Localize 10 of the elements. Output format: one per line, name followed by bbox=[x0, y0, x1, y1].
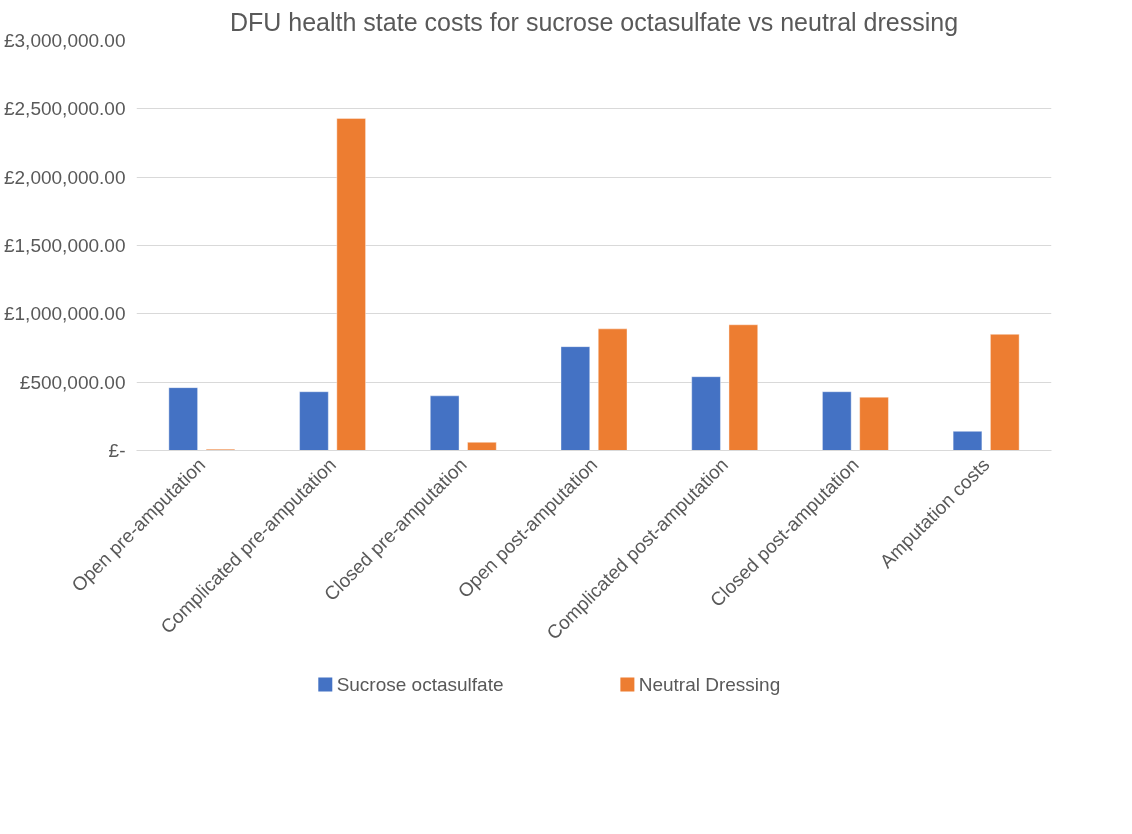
y-tick-label: £500,000.00 bbox=[19, 371, 126, 393]
y-tick-label: £1,500,000.00 bbox=[3, 235, 126, 256]
y-tick-label: £1,000,000.00 bbox=[3, 303, 126, 325]
y-tick-label: £2,000,000.00 bbox=[3, 166, 126, 188]
y-tick-label: £- bbox=[108, 440, 126, 461]
legend-label: Neutral Dressing bbox=[638, 674, 781, 695]
y-tick-label: £3,000,000.00 bbox=[3, 30, 126, 51]
chart-title: DFU health state costs for sucrose octasulfate vs neutral dressing bbox=[229, 7, 959, 36]
y-tick-label: £2,500,000.00 bbox=[3, 98, 126, 120]
legend-label: Sucrose octasulfate bbox=[336, 674, 504, 695]
